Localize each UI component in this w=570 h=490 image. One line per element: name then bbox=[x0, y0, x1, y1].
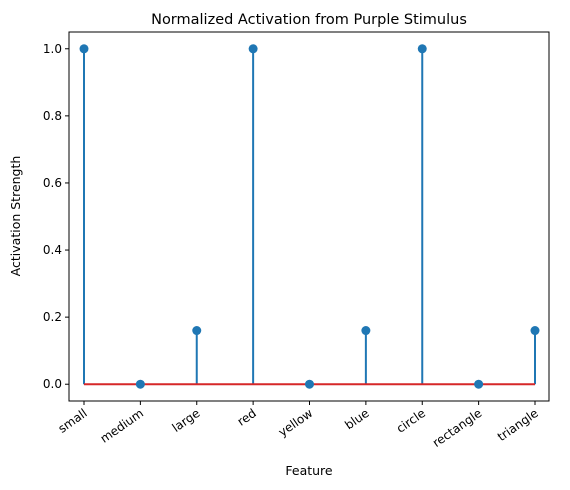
stem-marker bbox=[417, 44, 427, 54]
stem-marker bbox=[305, 379, 314, 389]
stem-marker bbox=[530, 326, 540, 336]
y-tick-label: 0.8 bbox=[43, 109, 62, 123]
stem-marker bbox=[135, 379, 145, 389]
stem-marker bbox=[361, 326, 371, 336]
x-axis-label: Feature bbox=[285, 463, 333, 478]
y-tick-label: 0.4 bbox=[43, 243, 62, 257]
plot-content bbox=[79, 44, 540, 389]
stem-marker bbox=[474, 379, 484, 389]
y-tick-label: 0.2 bbox=[43, 310, 62, 324]
stem-marker bbox=[192, 326, 202, 336]
y-tick-label: 0.0 bbox=[43, 377, 62, 391]
stem-marker bbox=[248, 44, 258, 54]
stem-marker bbox=[79, 44, 89, 54]
chart-title: Normalized Activation from Purple Stimul… bbox=[151, 12, 467, 28]
y-tick-label: 0.6 bbox=[43, 176, 62, 190]
y-axis: 0.0 0.2 0.4 0.6 0.8 1.0 bbox=[43, 42, 69, 391]
y-tick-label: 1.0 bbox=[43, 42, 62, 56]
y-axis-label: Activation Strength bbox=[8, 156, 23, 277]
